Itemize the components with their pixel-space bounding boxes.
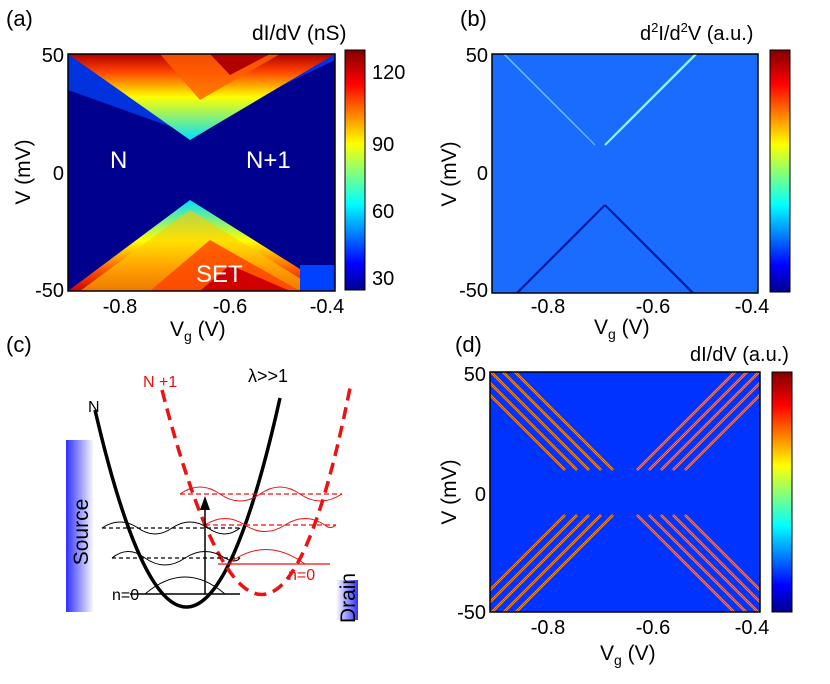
panel-b-line-up-left <box>503 54 568 118</box>
parabola-n <box>93 397 282 609</box>
panel-b-xtick-2: -0.6 <box>636 296 670 318</box>
panel-d-xtick-2: -0.6 <box>636 617 670 639</box>
panel-d-line-core <box>684 394 760 471</box>
panel-d-tag: (d) <box>455 332 482 357</box>
panel-b-lower-lines <box>515 204 695 293</box>
panel-d-ytick-0: 0 <box>475 484 486 506</box>
panel-b-ytick-0: 0 <box>477 163 488 185</box>
panel-d-line-core <box>503 514 602 612</box>
panel-b: (b) d2I/d2V (a.u.) 50 0 -50 -0.8 -0.6 -0… <box>438 6 791 342</box>
panel-b-xtick-1: -0.8 <box>531 296 565 318</box>
panel-a-xtick-2: -0.6 <box>213 296 247 318</box>
label-n1: N +1 <box>143 374 177 391</box>
black-levels <box>101 521 241 595</box>
source-electrode <box>66 440 94 612</box>
panel-b-xlabel: Vg (V) <box>594 316 650 342</box>
panel-a: (a) dI/dV (nS) N N+1 SET 50 0 <box>6 6 405 344</box>
panel-d-xtick-3: -0.4 <box>735 617 769 639</box>
panel-a-ytick-50: 50 <box>42 45 64 67</box>
panel-a-xlabel: Vg (V) <box>170 318 226 344</box>
panel-c-tag: (c) <box>6 332 32 357</box>
panel-a-region-set: SET <box>196 261 243 288</box>
panel-b-ytick-m50: -50 <box>459 280 488 302</box>
panel-b-xtick-3: -0.4 <box>735 296 769 318</box>
label-n0-right: n=0 <box>288 567 315 584</box>
panel-d-colorbar <box>771 371 793 613</box>
panel-d-xtick-1: -0.8 <box>531 617 565 639</box>
panel-d-line-core <box>490 382 578 471</box>
panel-b-upper-lines <box>503 54 698 146</box>
panel-a-ytick-m50: -50 <box>35 280 64 302</box>
panel-d-ytick-m50: -50 <box>457 602 486 624</box>
panel-a-xtick-3: -0.4 <box>310 296 344 318</box>
panel-a-colorbar <box>344 49 366 291</box>
panel-d-line-core <box>515 514 614 612</box>
drain-electrode <box>336 580 358 620</box>
panel-b-line-down-left <box>515 232 578 293</box>
panel-a-xtick-1: -0.8 <box>103 296 137 318</box>
panel-d-title: dI/dV (a.u.) <box>690 344 789 366</box>
panel-d-line-core <box>648 514 747 612</box>
label-n: N <box>88 399 100 416</box>
panel-a-cbar-120: 120 <box>372 62 405 84</box>
panel-b-heatmap <box>492 54 758 293</box>
panel-a-ylabel: V (mV) <box>12 139 35 204</box>
panel-d-line-core <box>684 514 760 591</box>
panel-b-tag: (b) <box>460 6 487 31</box>
panel-a-ytick-0: 0 <box>53 163 64 185</box>
panel-d-lines <box>490 372 760 612</box>
panel-a-cbar-30: 30 <box>372 268 394 290</box>
label-n0-left: n=0 <box>112 587 139 604</box>
panel-d-ylabel: V (mV) <box>438 459 461 524</box>
panel-d-line-core <box>514 372 614 471</box>
panel-d-ytick-50: 50 <box>464 364 486 386</box>
panel-d-line-core <box>672 514 760 603</box>
panel-c: (c) Source Drain N N +1 λ>>1 n=0 <box>6 332 360 623</box>
label-lambda: λ>>1 <box>248 366 288 386</box>
panel-d-line-core <box>672 382 760 471</box>
panel-d-line-core <box>660 372 760 471</box>
panel-d-line-core <box>502 372 602 471</box>
panel-d-heatmap <box>490 372 760 612</box>
panel-d-line-core <box>490 514 578 603</box>
panel-d-line-core <box>490 372 590 471</box>
panel-a-region-n: N <box>110 147 127 174</box>
panel-b-title: d2I/d2V (a.u.) <box>640 20 753 45</box>
panel-d-line-core <box>636 514 735 612</box>
panel-a-cbar-90: 90 <box>372 134 394 156</box>
panel-a-region-n1: N+1 <box>246 147 291 174</box>
panel-d-line-core <box>491 514 590 612</box>
panel-d-line-core <box>636 372 736 471</box>
red-levels <box>179 486 343 565</box>
panel-b-line-down-right <box>632 232 695 293</box>
panel-d-line-core <box>490 394 566 471</box>
panel-a-cbar-60: 60 <box>372 201 394 223</box>
panel-d-xlabel: Vg (V) <box>600 642 656 668</box>
source-label: Source <box>70 499 93 566</box>
panel-a-tag: (a) <box>6 6 33 31</box>
panel-b-ylabel: V (mV) <box>438 141 461 206</box>
panel-a-title: dI/dV (nS) <box>252 22 347 45</box>
panel-a-heatmap <box>68 54 335 291</box>
panel-b-colorbar <box>769 49 791 293</box>
transition-arrow-head <box>200 496 210 510</box>
panel-d-line-core <box>660 514 759 612</box>
parabola-n1 <box>160 387 352 597</box>
panel-b-line-up-right <box>632 54 698 118</box>
panel-d-line-core <box>490 514 566 591</box>
panel-b-ytick-50: 50 <box>466 45 488 67</box>
panel-d-line-core <box>648 372 748 471</box>
drain-label: Drain <box>337 573 360 623</box>
panel-d: (d) dI/dV (a.u.) 50 0 -50 -0.8 -0.6 -0.4… <box>438 332 793 668</box>
